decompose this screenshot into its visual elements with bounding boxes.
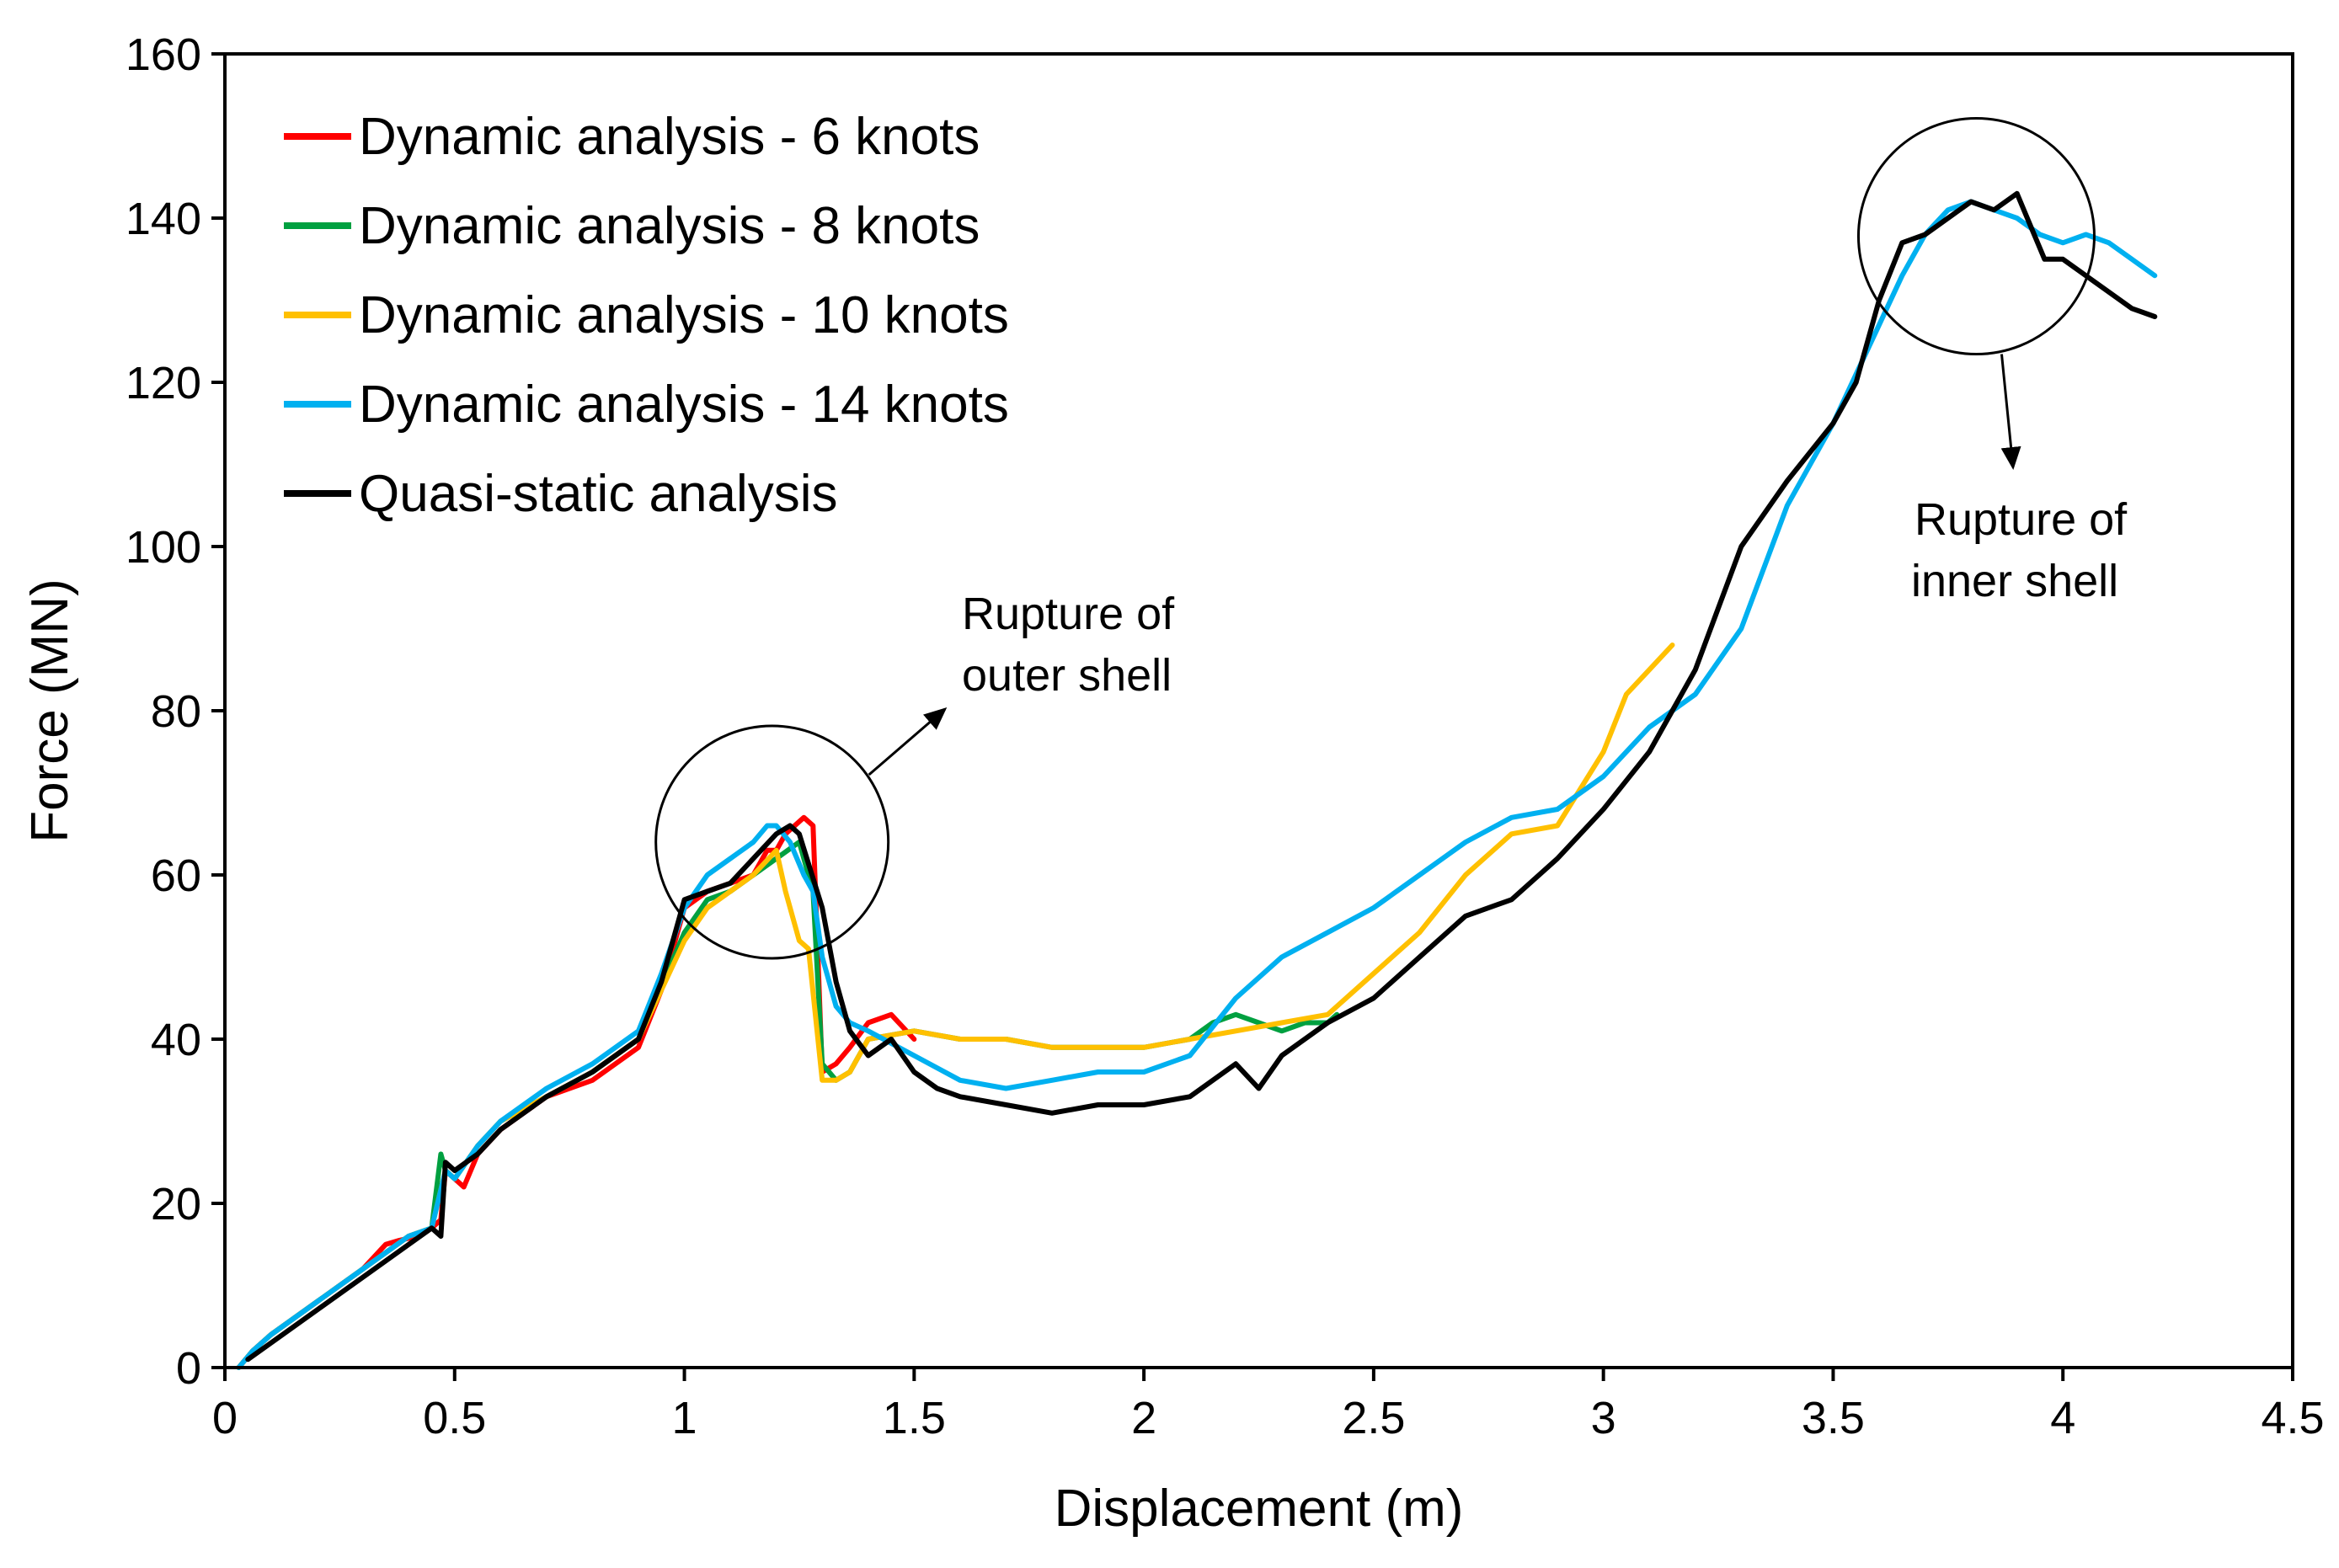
inner-shell-annotation-line2: inner shell (1911, 556, 2118, 606)
annotations: Rupture of outer shell Rupture of inner she… (654, 117, 2128, 960)
legend-label: Quasi-static analysis (359, 465, 838, 523)
x-tick-label: 2.5 (1342, 1393, 1405, 1443)
inner-shell-annotation-line1: Rupture of (1914, 494, 2128, 545)
plot-frame (223, 52, 2294, 1369)
series-layer (236, 190, 2158, 1370)
y-tick-label: 100 (125, 522, 201, 573)
inner-shell-arrow (2000, 354, 2021, 470)
y-tick-label: 80 (151, 686, 201, 737)
legend: Dynamic analysis - 6 knots Dynamic analys… (284, 108, 1009, 523)
y-tick-label: 140 (125, 194, 201, 244)
outer-shell-arrow (868, 707, 948, 776)
legend-label: Dynamic analysis - 8 knots (359, 197, 980, 255)
x-tick-label: 4.5 (2261, 1393, 2324, 1443)
x-tick-label: 1.5 (883, 1393, 946, 1443)
y-tick-label: 40 (151, 1015, 201, 1065)
y-axis-label: Force (MN) (21, 579, 79, 842)
outer-shell-highlight-circle (654, 724, 890, 960)
y-tick-label: 60 (151, 851, 201, 901)
legend-label: Dynamic analysis - 10 knots (359, 286, 1009, 344)
outer-shell-annotation-line2: outer shell (962, 650, 1172, 701)
x-tick-label: 2 (1131, 1393, 1156, 1443)
series-line-dynamic-analysis-14-knots (236, 199, 2158, 1370)
x-axis-label: Displacement (m) (1055, 1480, 1464, 1538)
legend-label: Dynamic analysis - 6 knots (359, 108, 980, 166)
y-tick-label: 120 (125, 358, 201, 408)
x-tick-label: 3.5 (1802, 1393, 1865, 1443)
x-tick-label: 1 (672, 1393, 697, 1443)
x-tick-label: 3 (1591, 1393, 1616, 1443)
x-tick-label: 0 (212, 1393, 238, 1443)
outer-shell-annotation-line1: Rupture of (962, 589, 1175, 639)
x-tick-label: 0.5 (423, 1393, 486, 1443)
x-tick-label: 4 (2050, 1393, 2075, 1443)
y-tick-label: 20 (151, 1179, 201, 1229)
y-tick-label: 160 (125, 29, 201, 80)
inner-shell-highlight-circle (1856, 117, 2096, 355)
y-axis: 0 20 40 60 80 100 120 140 160 (125, 29, 225, 1394)
series-line-quasi-static-analysis (245, 190, 2158, 1363)
y-tick-label: 0 (176, 1343, 201, 1394)
x-axis: 0 0.5 1 1.5 2 2.5 3 3.5 4 4.5 (212, 1368, 2325, 1443)
legend-label: Dynamic analysis - 14 knots (359, 376, 1009, 434)
series-line-dynamic-analysis-8-knots (236, 840, 1340, 1370)
